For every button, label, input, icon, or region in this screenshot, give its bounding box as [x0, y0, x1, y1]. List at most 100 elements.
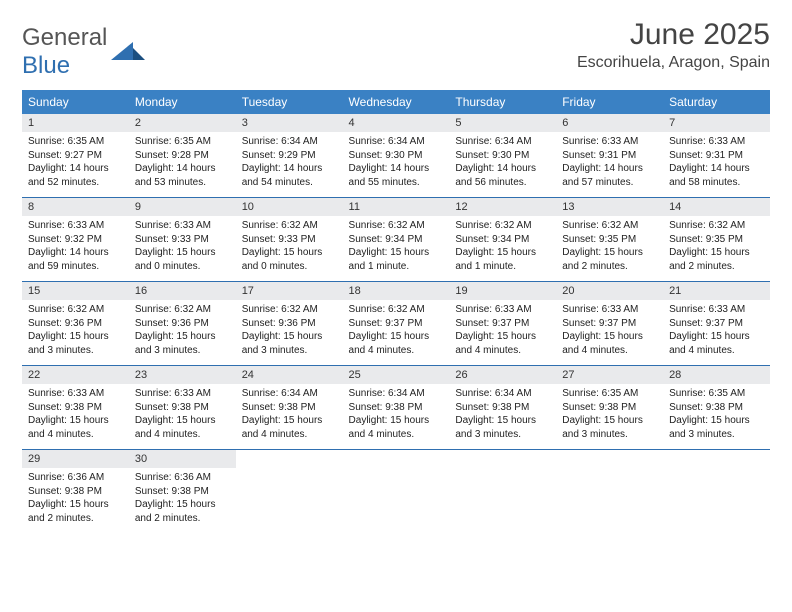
day-number: 7 — [663, 114, 770, 132]
day-info-row: Sunrise: 6:35 AMSunset: 9:27 PMDaylight:… — [22, 132, 770, 198]
sunset-text: Sunset: 9:35 PM — [669, 233, 764, 247]
day-number: 21 — [663, 282, 770, 300]
daylight-text: Daylight: 14 hours and 54 minutes. — [242, 162, 337, 189]
day-number: 25 — [343, 366, 450, 384]
daylight-text: Daylight: 15 hours and 4 minutes. — [562, 330, 657, 357]
day-number: 22 — [22, 366, 129, 384]
daylight-text: Daylight: 15 hours and 3 minutes. — [562, 414, 657, 441]
daylight-text: Daylight: 15 hours and 4 minutes. — [28, 414, 123, 441]
sunrise-text: Sunrise: 6:33 AM — [28, 387, 123, 401]
weekday-header: Tuesday — [236, 90, 343, 114]
sunset-text: Sunset: 9:34 PM — [455, 233, 550, 247]
daylight-text: Daylight: 15 hours and 0 minutes. — [242, 246, 337, 273]
day-info: Sunrise: 6:33 AMSunset: 9:37 PMDaylight:… — [556, 300, 663, 366]
sunrise-text: Sunrise: 6:33 AM — [669, 135, 764, 149]
day-number: 24 — [236, 366, 343, 384]
weekday-header: Saturday — [663, 90, 770, 114]
sunrise-text: Sunrise: 6:32 AM — [135, 303, 230, 317]
day-info: Sunrise: 6:33 AMSunset: 9:31 PMDaylight:… — [663, 132, 770, 198]
day-number: 10 — [236, 198, 343, 216]
day-info: Sunrise: 6:34 AMSunset: 9:38 PMDaylight:… — [449, 384, 556, 450]
day-number: 2 — [129, 114, 236, 132]
day-number: 19 — [449, 282, 556, 300]
daylight-text: Daylight: 15 hours and 0 minutes. — [135, 246, 230, 273]
daylight-text: Daylight: 15 hours and 2 minutes. — [562, 246, 657, 273]
day-number: 27 — [556, 366, 663, 384]
sunrise-text: Sunrise: 6:34 AM — [242, 135, 337, 149]
sunrise-text: Sunrise: 6:36 AM — [135, 471, 230, 485]
sunset-text: Sunset: 9:33 PM — [135, 233, 230, 247]
daylight-text: Daylight: 14 hours and 55 minutes. — [349, 162, 444, 189]
day-info: Sunrise: 6:32 AMSunset: 9:34 PMDaylight:… — [343, 216, 450, 282]
sunrise-text: Sunrise: 6:33 AM — [562, 303, 657, 317]
day-number: 14 — [663, 198, 770, 216]
day-number — [663, 450, 770, 468]
sunset-text: Sunset: 9:36 PM — [28, 317, 123, 331]
weekday-header: Sunday — [22, 90, 129, 114]
day-info: Sunrise: 6:32 AMSunset: 9:35 PMDaylight:… — [663, 216, 770, 282]
day-info-row: Sunrise: 6:36 AMSunset: 9:38 PMDaylight:… — [22, 468, 770, 533]
calendar-body: 1234567Sunrise: 6:35 AMSunset: 9:27 PMDa… — [22, 114, 770, 533]
day-info — [663, 468, 770, 533]
daylight-text: Daylight: 15 hours and 3 minutes. — [28, 330, 123, 357]
day-number — [343, 450, 450, 468]
day-number: 8 — [22, 198, 129, 216]
brand-text: General Blue — [22, 24, 107, 80]
day-info: Sunrise: 6:34 AMSunset: 9:30 PMDaylight:… — [449, 132, 556, 198]
day-number: 6 — [556, 114, 663, 132]
daylight-text: Daylight: 15 hours and 3 minutes. — [455, 414, 550, 441]
sunset-text: Sunset: 9:37 PM — [455, 317, 550, 331]
day-info: Sunrise: 6:34 AMSunset: 9:38 PMDaylight:… — [343, 384, 450, 450]
daylight-text: Daylight: 14 hours and 57 minutes. — [562, 162, 657, 189]
sunrise-text: Sunrise: 6:35 AM — [669, 387, 764, 401]
sunrise-text: Sunrise: 6:35 AM — [28, 135, 123, 149]
day-number — [449, 450, 556, 468]
day-info: Sunrise: 6:32 AMSunset: 9:37 PMDaylight:… — [343, 300, 450, 366]
title-block: June 2025 Escorihuela, Aragon, Spain — [577, 18, 770, 72]
day-info-row: Sunrise: 6:33 AMSunset: 9:32 PMDaylight:… — [22, 216, 770, 282]
day-number: 4 — [343, 114, 450, 132]
sunrise-text: Sunrise: 6:32 AM — [349, 219, 444, 233]
day-number — [236, 450, 343, 468]
sunrise-text: Sunrise: 6:32 AM — [562, 219, 657, 233]
sunset-text: Sunset: 9:38 PM — [455, 401, 550, 415]
sunset-text: Sunset: 9:38 PM — [28, 401, 123, 415]
sunrise-text: Sunrise: 6:32 AM — [669, 219, 764, 233]
sunrise-text: Sunrise: 6:35 AM — [562, 387, 657, 401]
sunrise-text: Sunrise: 6:34 AM — [349, 135, 444, 149]
daylight-text: Daylight: 15 hours and 4 minutes. — [669, 330, 764, 357]
day-info: Sunrise: 6:32 AMSunset: 9:36 PMDaylight:… — [22, 300, 129, 366]
daylight-text: Daylight: 15 hours and 4 minutes. — [135, 414, 230, 441]
sunrise-text: Sunrise: 6:33 AM — [135, 219, 230, 233]
daylight-text: Daylight: 15 hours and 2 minutes. — [135, 498, 230, 525]
weekday-header: Friday — [556, 90, 663, 114]
sunset-text: Sunset: 9:33 PM — [242, 233, 337, 247]
day-number: 16 — [129, 282, 236, 300]
sunset-text: Sunset: 9:36 PM — [242, 317, 337, 331]
daylight-text: Daylight: 14 hours and 52 minutes. — [28, 162, 123, 189]
brand-word1: General — [22, 24, 107, 51]
sunset-text: Sunset: 9:38 PM — [562, 401, 657, 415]
day-info-row: Sunrise: 6:33 AMSunset: 9:38 PMDaylight:… — [22, 384, 770, 450]
day-info: Sunrise: 6:32 AMSunset: 9:36 PMDaylight:… — [129, 300, 236, 366]
sunset-text: Sunset: 9:38 PM — [135, 485, 230, 499]
daylight-text: Daylight: 14 hours and 59 minutes. — [28, 246, 123, 273]
sunrise-text: Sunrise: 6:34 AM — [349, 387, 444, 401]
sunrise-text: Sunrise: 6:32 AM — [242, 219, 337, 233]
sunset-text: Sunset: 9:37 PM — [669, 317, 764, 331]
day-info — [343, 468, 450, 533]
daylight-text: Daylight: 15 hours and 1 minute. — [349, 246, 444, 273]
day-number: 3 — [236, 114, 343, 132]
day-number: 23 — [129, 366, 236, 384]
day-info: Sunrise: 6:33 AMSunset: 9:33 PMDaylight:… — [129, 216, 236, 282]
day-info: Sunrise: 6:33 AMSunset: 9:32 PMDaylight:… — [22, 216, 129, 282]
day-info: Sunrise: 6:33 AMSunset: 9:38 PMDaylight:… — [129, 384, 236, 450]
day-info: Sunrise: 6:32 AMSunset: 9:33 PMDaylight:… — [236, 216, 343, 282]
day-info: Sunrise: 6:36 AMSunset: 9:38 PMDaylight:… — [22, 468, 129, 533]
daylight-text: Daylight: 15 hours and 2 minutes. — [28, 498, 123, 525]
daylight-text: Daylight: 14 hours and 58 minutes. — [669, 162, 764, 189]
day-info: Sunrise: 6:32 AMSunset: 9:36 PMDaylight:… — [236, 300, 343, 366]
day-info: Sunrise: 6:34 AMSunset: 9:29 PMDaylight:… — [236, 132, 343, 198]
calendar-table: Sunday Monday Tuesday Wednesday Thursday… — [22, 90, 770, 533]
daylight-text: Daylight: 15 hours and 3 minutes. — [669, 414, 764, 441]
